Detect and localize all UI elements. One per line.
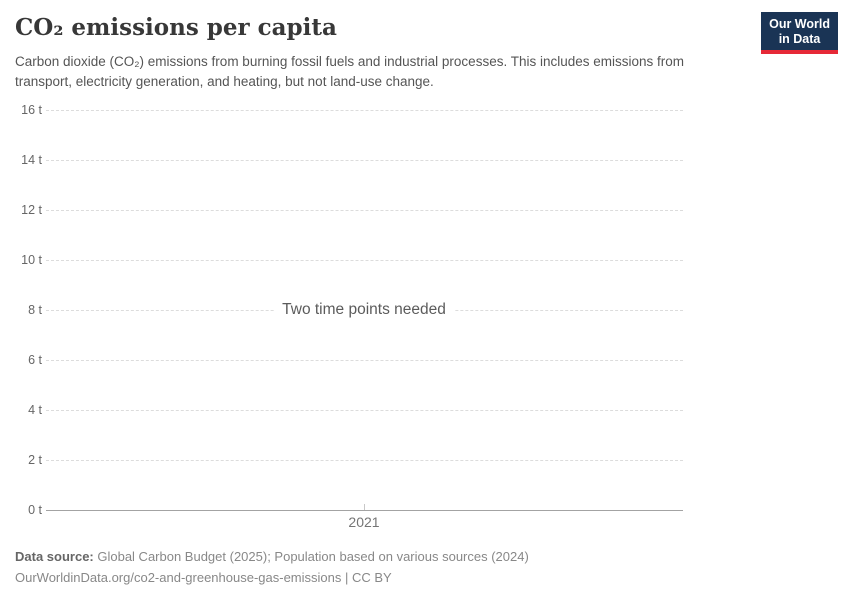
y-tick-label: 8 t xyxy=(28,303,42,317)
y-tick-label: 16 t xyxy=(21,103,42,117)
x-axis-tick xyxy=(364,504,365,510)
y-gridline xyxy=(46,259,683,261)
y-tick-row: 0 t xyxy=(15,503,683,517)
chart-plot-area: 16 t 14 t 12 t 10 t 8 t 6 t 4 t 2 t 0 t 2021 Two… xyxy=(15,103,683,530)
chart-subtitle: Carbon dioxide (CO₂) emissions from burn… xyxy=(15,54,685,89)
y-tick-row: 4 t xyxy=(15,403,683,417)
owid-logo-line2: in Data xyxy=(778,32,821,46)
y-tick-label: 12 t xyxy=(21,203,42,217)
empty-data-message: Two time points needed xyxy=(274,301,454,319)
y-tick-label: 0 t xyxy=(28,503,42,517)
y-tick-row: 10 t xyxy=(15,253,683,267)
y-tick-label: 14 t xyxy=(21,153,42,167)
y-gridline xyxy=(46,409,683,411)
y-tick-row: 6 t xyxy=(15,353,683,367)
y-tick-row: 2 t xyxy=(15,453,683,467)
y-gridline xyxy=(46,209,683,211)
data-source-line: Data source: Global Carbon Budget (2025)… xyxy=(15,546,529,567)
owid-logo[interactable]: Our World in Data xyxy=(761,12,838,54)
y-tick-row: 16 t xyxy=(15,103,683,117)
y-gridline xyxy=(46,109,683,111)
y-tick-label: 2 t xyxy=(28,453,42,467)
y-tick-label: 4 t xyxy=(28,403,42,417)
y-tick-label: 10 t xyxy=(21,253,42,267)
chart-footer: Data source: Global Carbon Budget (2025)… xyxy=(15,546,529,588)
owid-logo-line1: Our World xyxy=(769,17,830,31)
x-axis-tick-label: 2021 xyxy=(348,514,380,530)
data-source-text: Global Carbon Budget (2025); Population … xyxy=(93,549,529,564)
y-tick-label: 6 t xyxy=(28,353,42,367)
y-gridline xyxy=(46,459,683,461)
citation-line[interactable]: OurWorldinData.org/co2-and-greenhouse-ga… xyxy=(15,570,392,585)
y-tick-row: 12 t xyxy=(15,203,683,217)
y-gridline xyxy=(46,159,683,161)
y-gridline xyxy=(46,509,683,511)
y-tick-row: 14 t xyxy=(15,153,683,167)
y-gridline xyxy=(46,359,683,361)
chart-title: CO₂ emissions per capita xyxy=(15,14,337,41)
data-source-label: Data source: xyxy=(15,549,94,564)
